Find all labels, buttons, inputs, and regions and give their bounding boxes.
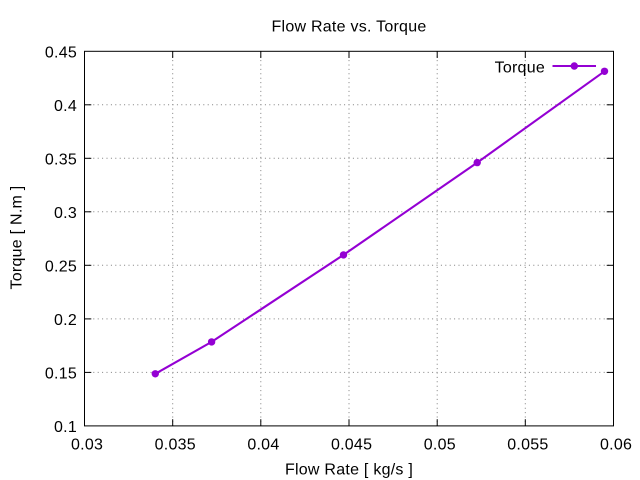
- svg-text:0.3: 0.3: [54, 205, 77, 222]
- svg-text:0.2: 0.2: [54, 312, 77, 329]
- svg-text:0.06: 0.06: [600, 436, 632, 453]
- svg-text:0.15: 0.15: [45, 366, 77, 383]
- svg-text:0.04: 0.04: [247, 436, 279, 453]
- svg-text:Flow Rate vs. Torque: Flow Rate vs. Torque: [272, 19, 427, 36]
- svg-text:Torque [ N.m ]: Torque [ N.m ]: [9, 186, 26, 290]
- svg-text:0.4: 0.4: [54, 98, 77, 115]
- svg-text:Flow Rate [ kg/s ]: Flow Rate [ kg/s ]: [285, 462, 413, 479]
- svg-text:0.03: 0.03: [71, 436, 103, 453]
- svg-text:0.35: 0.35: [45, 151, 77, 168]
- svg-text:0.055: 0.055: [507, 436, 548, 453]
- svg-text:0.25: 0.25: [45, 258, 77, 275]
- svg-text:0.05: 0.05: [424, 436, 456, 453]
- svg-text:0.045: 0.045: [331, 436, 372, 453]
- svg-text:0.45: 0.45: [45, 44, 77, 61]
- svg-text:0.035: 0.035: [155, 436, 196, 453]
- svg-text:Torque: Torque: [495, 60, 545, 77]
- svg-text:0.1: 0.1: [54, 419, 77, 436]
